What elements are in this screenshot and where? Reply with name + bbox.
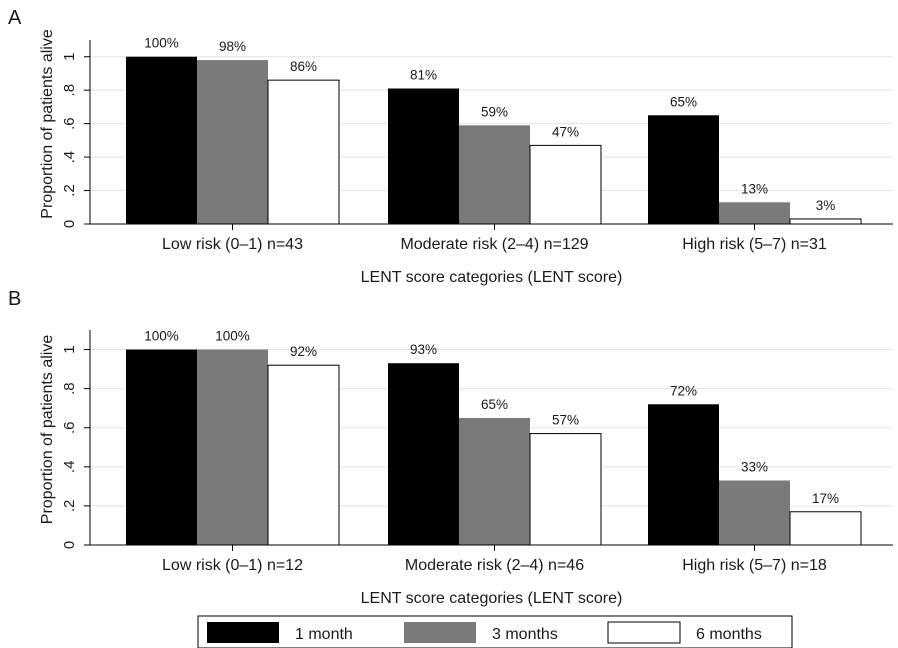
data-label: 17% [812, 491, 839, 506]
bar-3-months [459, 125, 530, 224]
legend-swatch [207, 622, 279, 643]
y-tick-label: 0 [61, 220, 78, 228]
legend-box [197, 615, 793, 648]
bar-1-month [648, 404, 719, 545]
x-axis-title: LENT score categories (LENT score) [361, 269, 623, 286]
y-tick-label: .2 [61, 184, 78, 197]
legend-label: 6 months [696, 626, 762, 643]
y-axis-title: Proportion of patients alive [39, 29, 56, 219]
y-axis-title: Proportion of patients alive [39, 335, 56, 525]
data-label: 57% [552, 413, 579, 428]
bar-3-months [197, 60, 268, 225]
data-label: 13% [741, 181, 768, 196]
y-tick-label: .8 [61, 382, 78, 395]
bar-1-month [648, 115, 719, 224]
legend-label: 1 month [295, 626, 353, 643]
data-label: 65% [481, 397, 508, 412]
bar-6-months [789, 218, 862, 225]
data-label: 100% [144, 329, 179, 344]
y-tick-label: .8 [61, 84, 78, 97]
legend: 1 month 3 months 6 months [197, 615, 793, 648]
bar-3-months [197, 349, 268, 545]
chart-panel-b: B 100% 93% 72% 100% 65% 33% 92% 57% 17% 0 .2 .4 .6 .8 1… [8, 288, 893, 607]
y-tick-label: .4 [61, 151, 78, 164]
data-label: 3% [816, 198, 836, 213]
y-tick-label: 1 [61, 53, 78, 61]
bar-6-months [529, 433, 602, 546]
x-tick-label: Moderate risk (2–4) n=46 [405, 557, 584, 574]
data-label: 59% [481, 104, 508, 119]
data-label: 47% [552, 124, 579, 139]
legend-swatch [404, 622, 476, 643]
panel-letter: A [8, 7, 22, 29]
bar-3-months [719, 202, 790, 224]
bar-6-months [267, 79, 340, 225]
y-tick-label: 1 [61, 345, 78, 353]
data-label: 86% [290, 59, 317, 74]
data-label: 81% [410, 68, 437, 83]
bar-1-month [126, 349, 197, 545]
bar-3-months [459, 417, 530, 545]
bar-1-month [388, 363, 459, 545]
bar-6-months [267, 364, 340, 546]
data-label: 65% [670, 94, 697, 109]
data-label: 100% [144, 36, 179, 51]
x-tick-label: Moderate risk (2–4) n=129 [400, 236, 588, 253]
bar-6-months [789, 511, 862, 546]
y-tick-label: .4 [61, 461, 78, 474]
x-axis-title: LENT score categories (LENT score) [361, 590, 623, 607]
x-tick-label: Low risk (0–1) n=43 [162, 236, 303, 253]
y-tick-label: 0 [61, 541, 78, 549]
legend-label: 3 months [492, 626, 558, 643]
x-tick-label: High risk (5–7) n=18 [682, 557, 827, 574]
x-tick-label: High risk (5–7) n=31 [682, 236, 827, 253]
bar-6-months [529, 144, 602, 225]
data-label: 72% [670, 383, 697, 398]
y-tick-label: .2 [61, 500, 78, 513]
bar-1-month [126, 56, 197, 225]
data-label: 93% [410, 342, 437, 357]
bar-1-month [388, 88, 459, 224]
panel-letter: B [8, 288, 21, 310]
data-label: 100% [215, 329, 250, 344]
chart-panel-a: A 100% 81% 65% 98% 59% 13% 86% 47% 3% 0 .2 .4 .6 .8 1 Lo… [8, 7, 893, 286]
data-label: 92% [290, 344, 317, 359]
data-label: 98% [219, 39, 246, 54]
bar-3-months [719, 480, 790, 545]
y-tick-label: .6 [61, 421, 78, 434]
x-tick-label: Low risk (0–1) n=12 [162, 557, 303, 574]
data-label: 33% [741, 460, 768, 475]
legend-swatch [607, 621, 681, 644]
y-tick-label: .6 [61, 117, 78, 130]
